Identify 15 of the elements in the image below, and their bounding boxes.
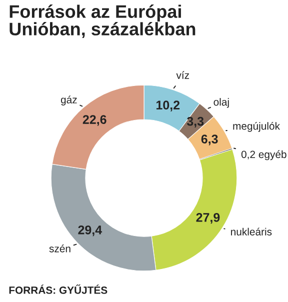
data-label: 27,9: [196, 213, 220, 224]
text: FORRÁS: GYŰJTÉS: [9, 284, 108, 294]
slice-label: megújulók: [233, 122, 280, 132]
data-label: 22,6: [82, 115, 106, 126]
slice-label: gáz: [60, 96, 77, 106]
data-label: 6,3: [201, 134, 218, 146]
slice-label: szén: [49, 244, 70, 252]
slice-label: 0,2 egyéb: [241, 150, 286, 160]
chart-title: Források az Európai Unióban, százalékban: [10, 4, 196, 38]
slice-label: nukleáris: [231, 228, 272, 236]
data-label: 29,4: [78, 225, 102, 236]
data-label: 3,3: [186, 116, 204, 128]
slice-label: olaj: [214, 98, 229, 108]
slice-label: víz: [176, 71, 190, 79]
data-label: 10,2: [156, 100, 180, 112]
